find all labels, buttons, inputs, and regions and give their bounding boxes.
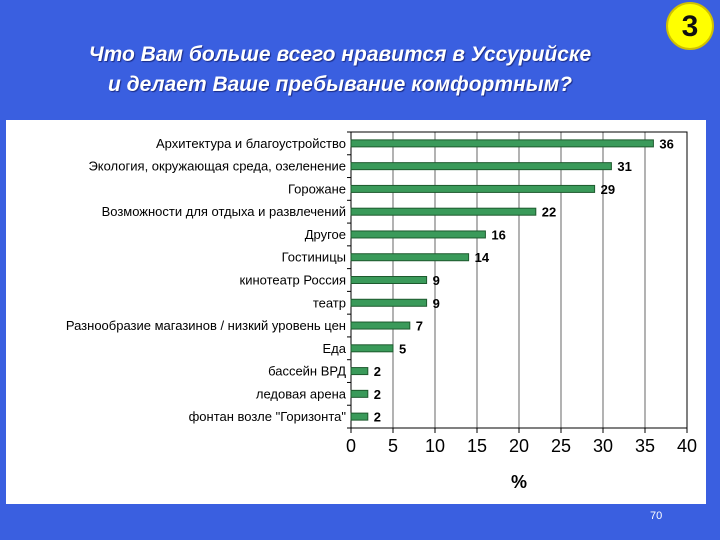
bar [350, 321, 411, 330]
data-label: 9 [433, 273, 440, 288]
bar [350, 276, 428, 284]
x-tick-label: 35 [635, 436, 655, 456]
data-label: 9 [433, 296, 440, 311]
title-line-2: и делает Ваше пребывание комфортным? [107, 73, 573, 96]
category-label: Гостиницы [282, 250, 346, 265]
category-label: Еда [323, 341, 347, 356]
bar [350, 344, 394, 353]
data-label: 36 [659, 136, 673, 151]
data-label: 22 [542, 205, 556, 220]
category-label: фонтан возле "Горизонта" [189, 409, 347, 424]
data-label: 2 [374, 364, 381, 379]
x-tick-label: 15 [467, 436, 487, 456]
bar [350, 412, 369, 421]
page-number: 70 [650, 510, 663, 522]
slide-number-badge: 3 [666, 2, 714, 50]
data-label: 31 [617, 159, 631, 174]
data-label: 2 [374, 410, 381, 425]
x-tick-label: 30 [593, 436, 613, 456]
category-label: ледовая арена [256, 386, 347, 401]
bar [350, 367, 369, 376]
title-line-1: Что Вам больше всего нравится в Уссурийс… [88, 43, 592, 66]
data-label: 2 [374, 387, 381, 402]
bar [350, 230, 486, 239]
category-label: Горожане [288, 181, 346, 196]
category-label: Архитектура и благоустройство [156, 136, 346, 151]
x-tick-label: 20 [509, 436, 529, 456]
category-label: Возможности для отдыха и развлечений [102, 204, 346, 219]
bar [350, 389, 369, 398]
x-tick-label: 25 [551, 436, 571, 456]
x-tick-label: 40 [677, 436, 697, 456]
category-label: бассейн ВРД [268, 364, 346, 379]
bar [350, 253, 470, 262]
category-label: Экология, окружающая среда, озеленение [88, 159, 346, 174]
x-axis-label: % [511, 472, 527, 492]
bar [350, 139, 654, 148]
data-label: 7 [416, 319, 423, 334]
data-label: 5 [399, 341, 406, 356]
category-label: Другое [305, 227, 346, 242]
x-tick-label: 5 [388, 436, 398, 456]
bar [350, 184, 596, 193]
data-label: 29 [601, 182, 615, 197]
category-label: театр [313, 295, 346, 310]
bar [350, 298, 428, 307]
category-label: кинотеатр Россия [240, 273, 346, 288]
x-tick-label: 0 [346, 436, 356, 456]
bar [350, 207, 537, 216]
bar [350, 162, 612, 171]
x-tick-label: 10 [425, 436, 445, 456]
page-title: Что Вам больше всего нравится в Уссурийс… [20, 40, 660, 100]
chart-panel: 0 5 10 15 20 25 30 35 40 Архитектура и благоустро… [6, 120, 706, 504]
data-label: 14 [475, 250, 490, 265]
data-label: 16 [491, 227, 505, 242]
category-label: Разнообразие магазинов / низкий уровень … [66, 318, 346, 333]
